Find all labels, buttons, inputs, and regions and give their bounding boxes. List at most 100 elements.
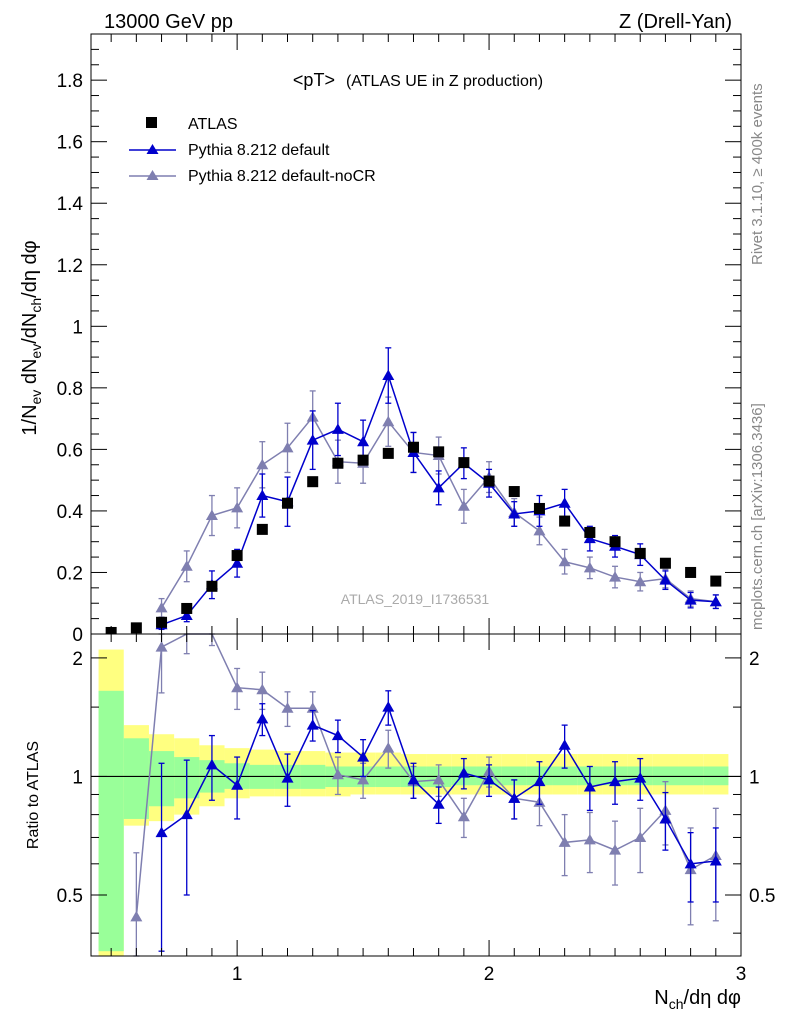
xlabel-rest: /dη dφ bbox=[684, 987, 741, 1009]
band-green bbox=[98, 690, 124, 952]
default-point bbox=[558, 497, 571, 508]
default-point bbox=[432, 481, 445, 493]
atlas-point bbox=[634, 547, 646, 559]
atlas-point bbox=[332, 457, 344, 469]
legend-marker-default bbox=[146, 144, 159, 154]
ratio-nocr-point bbox=[256, 683, 269, 695]
atlas-point bbox=[382, 447, 394, 459]
default-point bbox=[256, 489, 269, 501]
atlas-point bbox=[181, 602, 193, 614]
ratio-nocr-point bbox=[130, 910, 143, 922]
plot-title-main: <pT> bbox=[293, 70, 335, 90]
xlabel: Nch/dη dφ bbox=[654, 987, 741, 1012]
ratio-default-point bbox=[659, 812, 672, 824]
ratio-frame bbox=[90, 633, 742, 957]
top-ylabel: 1/Nev dNev/dNch/dη dφ bbox=[19, 240, 44, 435]
atlas-point bbox=[559, 515, 571, 527]
axes: 0 0.2 0.4 0.6 0.8 1 1.2 1.4 1.6 1.8 0.5 0.5 1 1 2 2 1 2 3 bbox=[57, 34, 775, 985]
nocr-point bbox=[457, 500, 470, 511]
top-ytick-label: 1 bbox=[72, 317, 83, 338]
ratio-default-point bbox=[407, 773, 420, 785]
atlas-point bbox=[685, 566, 697, 578]
ratio-default-point bbox=[180, 808, 193, 820]
default-point bbox=[231, 557, 244, 568]
nocr-point bbox=[231, 501, 244, 513]
ratio-nocr-line bbox=[135, 633, 717, 917]
ratio-nocr-point bbox=[281, 702, 294, 713]
top-ytick-label: 1.2 bbox=[57, 256, 83, 277]
rivet-label: Rivet 3.1.10, ≥ 400k events bbox=[749, 83, 766, 265]
atlas-point bbox=[458, 457, 470, 469]
ratio-ytick-label-right: 0.5 bbox=[749, 886, 775, 907]
header-left: 13000 GeV pp bbox=[104, 11, 233, 33]
top-ytick-label: 0.6 bbox=[57, 440, 83, 461]
watermark: ATLAS_2019_I1736531 bbox=[341, 591, 490, 607]
ylabel-part-3: ev bbox=[28, 344, 44, 359]
ratio-nocr-point bbox=[231, 681, 244, 693]
plot-title-sub: (ATLAS UE in Z production) bbox=[346, 73, 543, 90]
default-point bbox=[508, 508, 521, 519]
ratio-ytick-label: 2 bbox=[72, 649, 83, 670]
top-ytick-label: 0.4 bbox=[57, 502, 84, 523]
ratio-default-point bbox=[609, 775, 622, 787]
legend-label-default: Pythia 8.212 default bbox=[188, 142, 330, 159]
nocr-point bbox=[533, 524, 546, 536]
ylabel-part-0: 1/N bbox=[19, 404, 41, 435]
mcplots-label: mcplots.cern.ch [arXiv:1306.3436] bbox=[749, 403, 766, 630]
default-point bbox=[306, 434, 319, 445]
ratio-ytick-label-right: 2 bbox=[749, 649, 760, 670]
ratio-ylabel: Ratio to ATLAS bbox=[25, 741, 42, 849]
xtick-label: 3 bbox=[736, 964, 747, 985]
ylabel-part-5: ch bbox=[28, 298, 44, 313]
atlas-point bbox=[609, 536, 621, 548]
top-ytick-label: 1.6 bbox=[57, 133, 83, 154]
ratio-nocr-point bbox=[382, 742, 395, 753]
top-ytick-label: 0.8 bbox=[57, 379, 83, 400]
ratio-default-point bbox=[483, 773, 496, 785]
xlabel-sub: ch bbox=[669, 996, 684, 1012]
atlas-point bbox=[206, 580, 218, 592]
default-point bbox=[684, 594, 697, 605]
ratio-default-point bbox=[382, 701, 395, 712]
ratio-default-point bbox=[256, 712, 269, 724]
band-green bbox=[123, 738, 149, 819]
nocr-point bbox=[281, 441, 294, 453]
legend-marker-nocr bbox=[146, 170, 159, 180]
ylabel-part-6: /dη dφ bbox=[19, 240, 41, 297]
default-point bbox=[382, 369, 395, 381]
ratio-nocr-point bbox=[155, 641, 168, 652]
nocr-point bbox=[382, 415, 395, 427]
ratio-default-point bbox=[155, 826, 168, 838]
atlas-point bbox=[231, 550, 243, 562]
ylabel-part-4: /dN bbox=[19, 313, 41, 344]
ratio-default-point bbox=[634, 772, 647, 783]
ratio-ytick-label: 0.5 bbox=[57, 886, 83, 907]
nocr-point bbox=[256, 458, 269, 470]
ylabel-part-2: dN bbox=[19, 359, 41, 390]
default-point bbox=[180, 609, 193, 621]
ratio-default-point bbox=[558, 739, 571, 750]
atlas-point bbox=[508, 486, 520, 498]
xlabel-main: N bbox=[654, 987, 668, 1009]
ratio-default-point bbox=[457, 767, 470, 778]
plot-title: <pT> (ATLAS UE in Z production) bbox=[293, 70, 543, 90]
ratio-default-point bbox=[533, 775, 546, 787]
header-right: Z (Drell-Yan) bbox=[619, 11, 732, 33]
atlas-point bbox=[659, 557, 671, 569]
atlas-point bbox=[533, 502, 545, 514]
ratio-default-point bbox=[306, 719, 319, 730]
atlas-point bbox=[357, 454, 369, 466]
ratio-default-point bbox=[231, 779, 244, 790]
atlas-point bbox=[282, 497, 294, 509]
nocr-point bbox=[205, 509, 218, 521]
ratio-default-point bbox=[583, 781, 596, 792]
xtick-label: 1 bbox=[232, 964, 243, 985]
atlas-point bbox=[584, 526, 596, 538]
ratio-nocr-point bbox=[583, 833, 596, 845]
default-point bbox=[331, 423, 344, 434]
nocr-point bbox=[634, 575, 647, 587]
default-point bbox=[357, 435, 370, 447]
ratio-default-point bbox=[205, 758, 218, 770]
ratio-nocr-point bbox=[457, 810, 470, 822]
ratio-ytick-label-right: 1 bbox=[749, 767, 760, 788]
